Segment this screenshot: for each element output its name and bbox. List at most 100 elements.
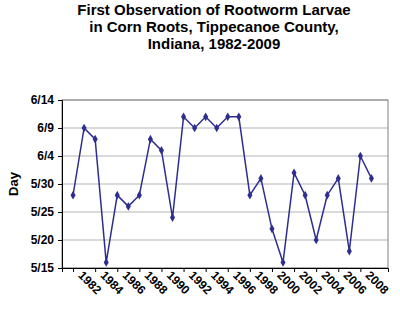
plot-area — [71, 112, 374, 266]
tick: 6/14 — [31, 93, 62, 107]
tick: 2000 — [272, 268, 303, 297]
marker — [170, 213, 175, 222]
tick-mark — [161, 268, 162, 272]
marker — [280, 258, 285, 267]
title: Indiana, 1982-2009 — [148, 35, 281, 52]
tick-mark — [58, 268, 62, 269]
tick: 2004 — [317, 268, 348, 297]
tick: 1984 — [96, 268, 127, 297]
line — [73, 117, 371, 263]
tick-label: 5/25 — [31, 205, 55, 219]
tick-mark — [117, 268, 118, 272]
axis-line — [58, 101, 63, 269]
marker — [258, 174, 263, 183]
tick-mark — [58, 156, 62, 157]
tick-label: 2004 — [319, 268, 348, 297]
tick-mark — [95, 268, 96, 272]
marker — [369, 174, 374, 183]
marker — [336, 174, 341, 183]
tick-mark — [139, 268, 140, 272]
tick: 5/30 — [31, 177, 62, 191]
tick-label: 1988 — [142, 268, 171, 297]
marker — [214, 124, 219, 133]
tick-label: 1986 — [120, 268, 149, 297]
grid-line — [62, 156, 388, 157]
marker — [148, 135, 153, 144]
tick: 5/20 — [31, 233, 62, 247]
tick: 6/9 — [37, 121, 62, 135]
tick-label: 1996 — [230, 268, 259, 297]
marker — [236, 112, 241, 121]
chart: First Observation of Rootworm Larvaein C… — [0, 0, 400, 324]
tick-mark — [272, 268, 273, 272]
tick-mark — [58, 128, 62, 129]
tick-mark — [294, 268, 295, 272]
tick-label: 2002 — [296, 268, 325, 297]
plot-frame — [62, 100, 388, 268]
tick-label: 1984 — [98, 268, 127, 297]
tick-label: 1998 — [252, 268, 281, 297]
marker — [71, 191, 76, 200]
tick: 1986 — [118, 268, 149, 297]
marker — [137, 191, 142, 200]
tick: 6/4 — [37, 149, 62, 163]
marker — [203, 112, 208, 121]
tick-mark — [58, 240, 62, 241]
tick-label: 5/15 — [31, 261, 55, 275]
tick-label: 1992 — [186, 268, 215, 297]
y-axis-title: Day — [6, 171, 21, 196]
marker — [181, 112, 186, 121]
tick-label: 2000 — [274, 268, 303, 297]
tick-label: 1982 — [75, 268, 104, 297]
marker — [269, 224, 274, 233]
tick-mark — [184, 268, 185, 272]
marker — [93, 135, 98, 144]
marker — [159, 146, 164, 155]
tick-label: 2006 — [341, 268, 370, 297]
tick-label: 6/9 — [37, 121, 54, 135]
marker — [303, 191, 308, 200]
title: First Observation of Rootworm Larvae — [77, 1, 350, 18]
grid-line — [62, 212, 388, 213]
tick: 1998 — [250, 268, 281, 297]
tick-mark — [338, 268, 339, 272]
tick-label: 1990 — [164, 268, 193, 297]
title: in Corn Roots, Tippecanoe County, — [89, 18, 338, 35]
tick-mark — [58, 100, 62, 101]
tick: 2006 — [339, 268, 370, 297]
tick-mark — [73, 268, 74, 272]
tick-mark — [58, 212, 62, 213]
grid — [62, 100, 388, 268]
marker — [325, 191, 330, 200]
tick-mark — [360, 268, 361, 272]
tick-mark — [228, 268, 229, 272]
tick: 1994 — [206, 268, 237, 297]
tick: 1990 — [162, 268, 193, 297]
tick-mark — [316, 268, 317, 272]
marker — [292, 168, 297, 177]
tick-mark — [250, 268, 251, 272]
tick: 1988 — [140, 268, 171, 297]
marker — [314, 236, 319, 245]
tick: 1982 — [74, 268, 105, 297]
marker — [247, 191, 252, 200]
tick-label: 6/14 — [31, 93, 55, 107]
tick: 5/25 — [31, 205, 62, 219]
marker — [126, 202, 131, 211]
marker — [192, 124, 197, 133]
marker — [104, 258, 109, 267]
marker — [358, 152, 363, 161]
x-axis: 1982198419861988199019921994199619982000… — [63, 268, 392, 297]
marker — [225, 112, 230, 121]
tick: 1992 — [184, 268, 215, 297]
tick-label: 2008 — [363, 268, 392, 297]
tick-label: 5/30 — [31, 177, 55, 191]
tick-label: 1994 — [208, 268, 237, 297]
tick: 2008 — [361, 268, 392, 297]
tick-label: 6/4 — [37, 149, 54, 163]
marker — [82, 124, 87, 133]
tick-label: 5/20 — [31, 233, 55, 247]
tick-mark — [58, 184, 62, 185]
marker — [115, 191, 120, 200]
tick: 1996 — [228, 268, 259, 297]
